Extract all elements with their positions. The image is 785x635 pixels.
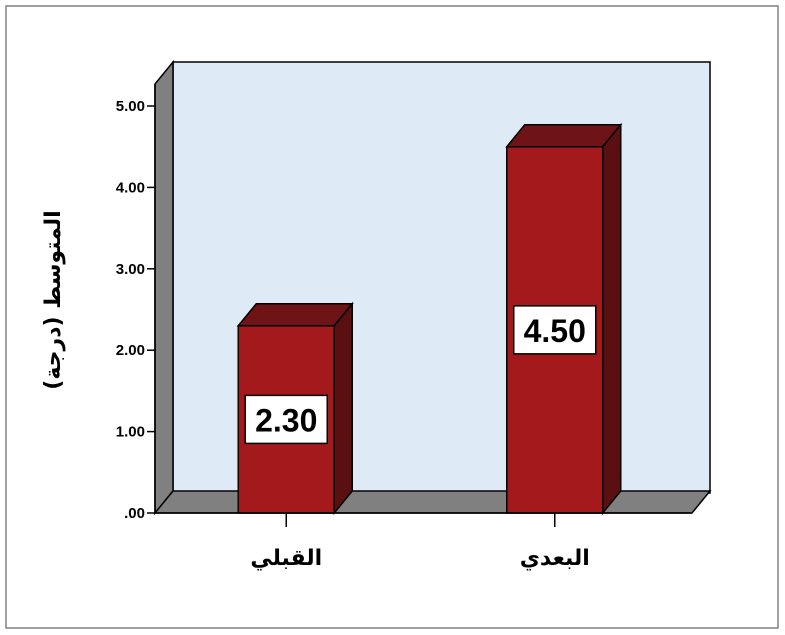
y-axis: .00 1.00 2.00 3.00 4.00 5.00 xyxy=(116,84,156,522)
bar-side xyxy=(333,301,353,516)
bar: 2.30 xyxy=(236,301,354,516)
x-tick-label: البعدي xyxy=(520,546,590,571)
data-label: 2.30 xyxy=(255,402,317,438)
bar-top xyxy=(236,303,354,327)
y-tick-label: .00 xyxy=(124,505,145,522)
data-label-box xyxy=(244,394,328,445)
y-tick-label: 3.00 xyxy=(116,261,145,278)
y-axis-label: المتوسط (درجة) xyxy=(41,210,66,389)
y-tick-label: 1.00 xyxy=(116,424,145,441)
bar-side xyxy=(602,122,622,516)
y-tick-label: 4.00 xyxy=(116,179,145,196)
x-axis: القبلي البعدي xyxy=(155,512,692,571)
plot-side-wall xyxy=(154,59,174,516)
x-tick-label: القبلي xyxy=(250,546,322,571)
y-tick-label: 2.00 xyxy=(116,342,145,359)
bar: 4.50 xyxy=(505,122,623,516)
bars: 2.30 4.50 xyxy=(236,122,623,516)
data-label: 4.50 xyxy=(524,313,586,349)
data-label-box xyxy=(513,305,597,355)
bar-top xyxy=(505,123,623,148)
y-tick-label: 5.00 xyxy=(116,98,145,115)
